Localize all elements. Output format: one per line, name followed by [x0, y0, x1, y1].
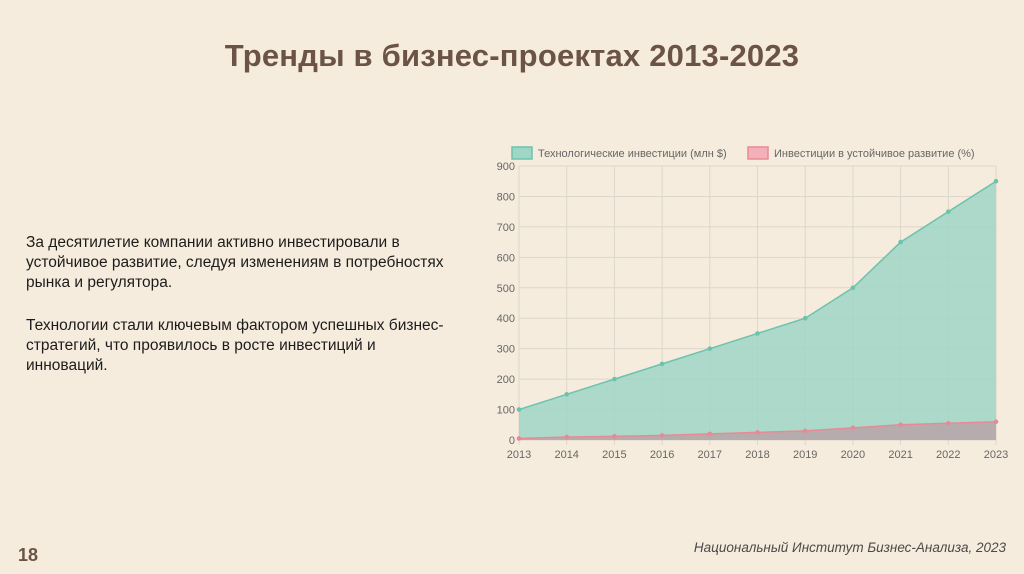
series-area-0 [519, 181, 996, 440]
series-1-point [946, 420, 951, 426]
series-1-point [898, 422, 903, 428]
series-1-point [802, 428, 808, 434]
series-0-point [898, 239, 903, 245]
x-tick-label: 2022 [936, 449, 960, 461]
area-chart: Технологические инвестиции (млн $) Инвес… [497, 146, 1008, 461]
x-tick-label: 2023 [984, 449, 1008, 461]
x-tick-label: 2015 [602, 449, 626, 461]
y-tick-label: 600 [497, 252, 515, 264]
series-0-point [755, 331, 760, 336]
x-tick-label: 2021 [888, 449, 912, 461]
series-0-point [707, 346, 713, 351]
series-0-point [993, 178, 999, 184]
series-0-point [946, 209, 951, 214]
chart-legend: Технологические инвестиции (млн $) Инвес… [511, 146, 975, 160]
y-tick-label: 0 [509, 435, 515, 447]
page-number: 18 [18, 545, 39, 565]
legend-label-sustain: Инвестиции в устойчивое развитие (%) [774, 148, 975, 160]
x-tick-label: 2020 [841, 449, 865, 461]
series-1-point [659, 433, 665, 438]
x-axis: 2013 2014 2015 2016 2017 2018 2019 2020 2021 2022… [507, 449, 1008, 461]
x-tick-label: 2013 [507, 449, 531, 461]
series-1-point [993, 419, 999, 425]
chart-points [516, 178, 999, 441]
y-tick-label: 300 [497, 344, 515, 356]
y-axis: 0 100 200 300 400 500 600 700 800 900 [497, 161, 515, 447]
series-0-point [802, 315, 808, 321]
technology-paragraph: Технологии стали ключевым фактором успеш… [26, 317, 444, 374]
series-area-1 [519, 421, 996, 440]
intro-paragraph: За десятилетие компании активно инвестир… [26, 234, 444, 291]
y-tick-label: 800 [497, 191, 515, 203]
x-tick-label: 2016 [650, 449, 674, 461]
series-1-point [516, 436, 522, 441]
legend-label-tech: Технологические инвестиции (млн $) [538, 148, 727, 160]
series-0-point [612, 376, 617, 382]
series-1-point [850, 425, 856, 431]
series-0-point [659, 361, 665, 367]
legend-swatch-sustain [747, 146, 769, 160]
y-tick-label: 100 [497, 405, 515, 417]
x-tick-label: 2018 [745, 449, 769, 461]
series-1-point [755, 430, 760, 435]
y-tick-label: 500 [497, 283, 515, 295]
x-tick-label: 2014 [554, 449, 578, 461]
footer-credit: Национальный Институт Бизнес-Анализа, 20… [693, 540, 1006, 555]
y-tick-label: 200 [497, 374, 515, 386]
y-tick-label: 900 [497, 161, 515, 173]
slide-title: Тренды в бизнес-проектах 2013-2023 [224, 38, 800, 73]
x-tick-label: 2017 [698, 449, 722, 461]
y-tick-label: 400 [497, 313, 515, 325]
series-0-point [516, 407, 522, 412]
series-0-point [850, 285, 856, 291]
series-1-point [612, 434, 617, 439]
series-1-point [707, 431, 713, 437]
legend-swatch-tech [511, 146, 533, 160]
y-tick-label: 700 [497, 222, 515, 234]
series-0-point [564, 392, 569, 397]
series-1-point [564, 434, 569, 440]
x-tick-label: 2019 [793, 449, 817, 461]
